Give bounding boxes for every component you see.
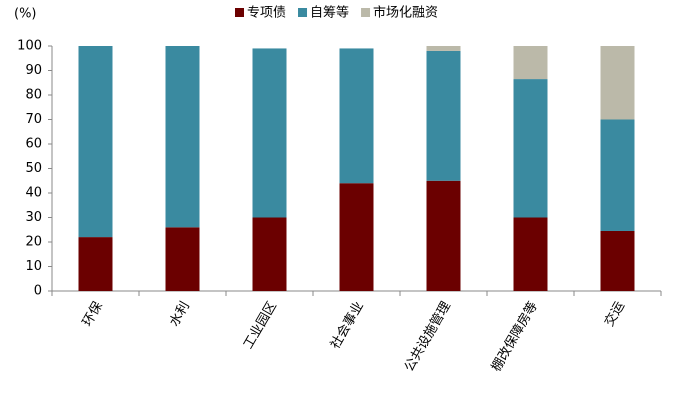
y-tick-label: 30 (25, 210, 42, 225)
y-tick-label: 20 (25, 235, 42, 250)
legend-label: 自筹等 (310, 5, 349, 21)
y-tick-label: 70 (25, 112, 42, 127)
x-tick-label: 公共设施管理 (402, 299, 454, 374)
legend-label: 市场化融资 (373, 5, 438, 21)
bar-segment (600, 119, 635, 231)
y-tick-label: 10 (25, 259, 42, 274)
bar-segment (165, 227, 200, 291)
bar-segment (513, 79, 548, 218)
bar-segment (252, 48, 287, 218)
bar-segment (165, 46, 200, 228)
bar-segment (426, 46, 461, 51)
bar-segment (513, 46, 548, 80)
x-tick-label: 工业园区 (241, 299, 280, 352)
y-tick-label: 40 (25, 186, 42, 201)
bar-segment (600, 46, 635, 120)
legend-swatch (298, 8, 308, 17)
bar-segment (78, 46, 113, 238)
bar-segment (600, 230, 635, 291)
legend-swatch (361, 8, 371, 17)
y-axis-label: (%) (14, 7, 37, 22)
x-tick-label: 交运 (601, 299, 628, 330)
x-tick-label: 环保 (80, 299, 106, 329)
y-tick-label: 60 (25, 137, 42, 152)
y-tick-label: 90 (25, 63, 42, 78)
x-tick-label: 社会事业 (327, 299, 367, 352)
legend-swatch (235, 8, 244, 17)
bar-segment (339, 183, 374, 291)
x-tick-label: 棚改保障房等 (488, 299, 541, 375)
bar-segment (426, 50, 461, 181)
x-tick-label: 水利 (167, 299, 193, 329)
y-tick-label: 100 (17, 39, 42, 54)
bar-segment (513, 217, 548, 291)
bar-segment (78, 237, 113, 291)
y-tick-label: 80 (25, 88, 42, 103)
y-tick-label: 0 (34, 284, 42, 299)
bar-segment (339, 48, 374, 184)
legend-label: 专项债 (247, 6, 286, 21)
bar-segment (426, 180, 461, 291)
bar-segment (252, 217, 287, 291)
y-tick-label: 50 (25, 161, 42, 176)
